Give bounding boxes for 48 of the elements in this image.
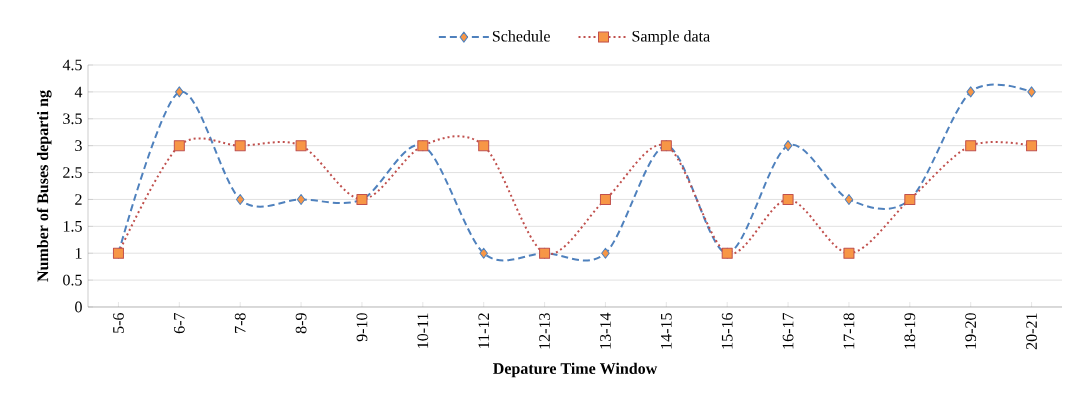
y-tick-label: 2.5 bbox=[63, 167, 82, 178]
point bbox=[296, 193, 306, 205]
y-tick-label: 3 bbox=[75, 140, 82, 152]
y-tick-label: 2 bbox=[75, 194, 82, 205]
point bbox=[783, 140, 793, 152]
y-tick-label: 1.5 bbox=[63, 220, 82, 232]
point bbox=[295, 140, 307, 152]
point bbox=[966, 86, 975, 98]
x-tick-label: 15-16 bbox=[721, 313, 733, 349]
x-tick-label: 20-21 bbox=[1026, 313, 1037, 350]
y-tick-label: 1 bbox=[75, 247, 82, 259]
x-tick-label: 9-10 bbox=[356, 313, 368, 342]
point bbox=[1027, 86, 1036, 98]
x-tick-label: 7-8 bbox=[234, 313, 246, 333]
x-tick-label: 10-11 bbox=[417, 313, 429, 348]
x-tick-label: 18-19 bbox=[904, 313, 916, 349]
point bbox=[478, 140, 490, 152]
x-tick-label: 11-12 bbox=[478, 313, 489, 348]
point bbox=[782, 193, 794, 205]
point bbox=[235, 193, 245, 205]
x-axis-title: Depature Time Window bbox=[493, 362, 658, 378]
point bbox=[479, 247, 488, 259]
point bbox=[965, 140, 977, 152]
point bbox=[1026, 140, 1038, 152]
x-tick-label: 19-20 bbox=[965, 313, 977, 349]
point bbox=[844, 193, 854, 205]
x-tick-label: 17-18 bbox=[843, 313, 855, 349]
x-tick-label: 6-7 bbox=[173, 312, 185, 334]
point bbox=[234, 140, 246, 152]
y-tick-label: 4 bbox=[74, 86, 83, 98]
x-tick-label: 16-17 bbox=[782, 312, 794, 349]
point bbox=[843, 247, 855, 259]
point bbox=[175, 86, 184, 98]
y-tick-label: 4.5 bbox=[62, 59, 82, 71]
x-tick-label: 12-13 bbox=[539, 313, 550, 349]
y-tick-label: 0 bbox=[75, 301, 82, 313]
x-tick-label: 8-9 bbox=[295, 313, 307, 334]
legend-label: Schedule bbox=[492, 30, 550, 42]
point bbox=[601, 247, 610, 259]
x-tick-label: 13-14 bbox=[600, 312, 611, 349]
point bbox=[173, 140, 185, 152]
x-tick-label: 14-15 bbox=[660, 313, 672, 349]
legend-label: Sample data bbox=[632, 30, 710, 45]
y-tick-label: 3.5 bbox=[63, 113, 82, 125]
y-tick-label: 0.5 bbox=[63, 274, 82, 286]
x-tick-label: 5-6 bbox=[113, 313, 124, 333]
y-axis-title: Number of Buses departi ng bbox=[36, 90, 52, 282]
point bbox=[599, 193, 611, 205]
